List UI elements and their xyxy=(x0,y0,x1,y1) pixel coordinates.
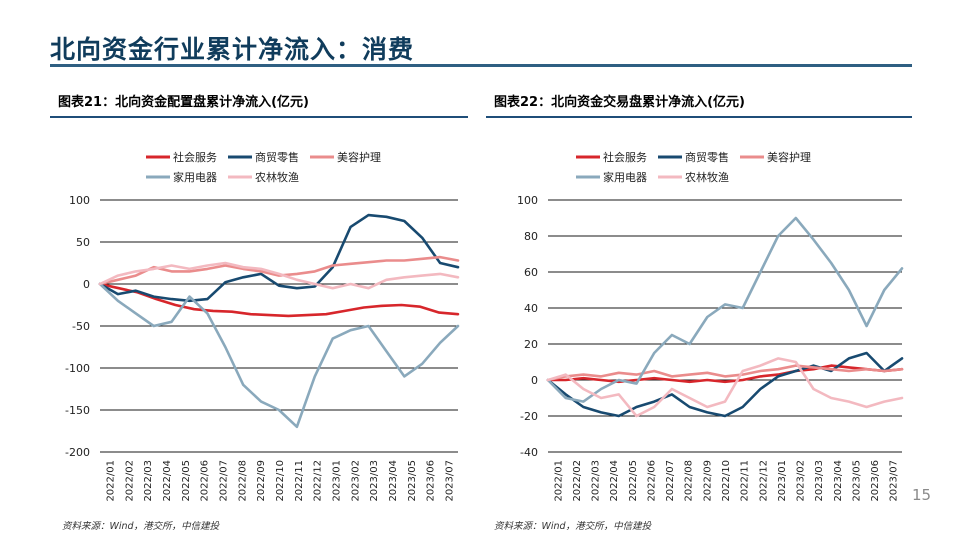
x-tick-label: 2023/04 xyxy=(833,460,844,502)
legend-label: 美容护理 xyxy=(337,150,381,164)
x-tick-label: 2022/11 xyxy=(740,460,751,502)
x-tick-label: 2022/02 xyxy=(124,460,135,502)
chart-1-source: 资料来源：Wind，港交所，中信建投 xyxy=(62,521,220,532)
x-tick-label: 2022/11 xyxy=(294,460,305,502)
legend-label: 社会服务 xyxy=(603,150,647,164)
x-tick-label: 2023/02 xyxy=(350,460,361,502)
x-tick-label: 2022/07 xyxy=(665,460,676,502)
legend-label: 商贸零售 xyxy=(255,150,299,164)
chart-1-title: 图表21：北向资金配置盘累计净流入(亿元) xyxy=(58,95,309,110)
x-tick-label: 2023/06 xyxy=(426,460,437,502)
x-tick-label: 2022/10 xyxy=(721,460,732,502)
series-line-商贸零售 xyxy=(98,213,460,303)
x-tick-label: 2023/07 xyxy=(445,460,456,502)
x-tick-label: 2022/05 xyxy=(181,460,192,502)
y-tick-label: 0 xyxy=(83,278,90,291)
x-tick-label: 2022/05 xyxy=(628,460,639,502)
y-tick-label: -200 xyxy=(65,446,90,459)
y-tick-label: 100 xyxy=(69,194,90,207)
x-tick-label: 2022/07 xyxy=(218,460,229,502)
x-tick-label: 2022/02 xyxy=(572,460,583,502)
series-line-家用电器 xyxy=(98,282,460,429)
series-line-美容护理 xyxy=(546,364,904,382)
x-tick-label: 2023/02 xyxy=(796,460,807,502)
x-tick-label: 2022/04 xyxy=(609,460,620,502)
x-tick-label: 2023/05 xyxy=(851,460,862,502)
x-tick-label: 2022/09 xyxy=(256,460,267,502)
chart-2-title-divider xyxy=(486,116,912,118)
x-tick-label: 2022/12 xyxy=(313,460,324,502)
x-tick-label: 2023/01 xyxy=(332,460,343,502)
x-tick-label: 2022/01 xyxy=(105,460,116,502)
legend-label: 商贸零售 xyxy=(685,150,729,164)
legend-label: 家用电器 xyxy=(173,170,217,184)
y-tick-label: 40 xyxy=(524,302,538,315)
x-tick-label: 2023/05 xyxy=(407,460,418,502)
x-tick-label: 2022/09 xyxy=(702,460,713,502)
legend-label: 美容护理 xyxy=(767,150,811,164)
y-tick-label: 100 xyxy=(517,194,538,207)
y-tick-label: -50 xyxy=(72,320,90,333)
x-tick-label: 2022/03 xyxy=(591,460,602,502)
x-tick-label: 2022/12 xyxy=(758,460,769,502)
series-line-社会服务 xyxy=(98,282,460,318)
legend-label: 农林牧渔 xyxy=(685,170,729,184)
x-tick-label: 2022/06 xyxy=(200,460,211,502)
y-tick-label: -40 xyxy=(520,446,538,459)
y-tick-label: -20 xyxy=(520,410,538,423)
x-tick-label: 2023/03 xyxy=(369,460,380,502)
x-tick-label: 2022/06 xyxy=(646,460,657,502)
x-tick-label: 2023/06 xyxy=(870,460,881,502)
chart-2-source: 资料来源：Wind，港交所，中信建投 xyxy=(494,521,652,532)
series-line-美容护理 xyxy=(98,255,460,286)
legend-label: 家用电器 xyxy=(603,170,647,184)
chart-2-title: 图表22：北向资金交易盘累计净流入(亿元) xyxy=(494,95,745,110)
y-tick-label: 80 xyxy=(524,230,538,243)
x-tick-label: 2022/08 xyxy=(237,460,248,502)
x-tick-label: 2022/03 xyxy=(143,460,154,502)
series-line-家用电器 xyxy=(546,216,904,403)
x-tick-label: 2023/07 xyxy=(889,460,900,502)
x-tick-label: 2023/03 xyxy=(814,460,825,502)
y-tick-label: 50 xyxy=(76,236,90,249)
x-tick-label: 2023/04 xyxy=(388,460,399,502)
y-tick-label: 60 xyxy=(524,266,538,279)
chart-1-title-divider xyxy=(50,116,468,118)
series-line-社会服务 xyxy=(546,364,904,384)
title-divider xyxy=(50,64,912,67)
legend-label: 农林牧渔 xyxy=(255,170,299,184)
x-tick-label: 2022/10 xyxy=(275,460,286,502)
series-line-农林牧渔 xyxy=(546,357,904,418)
legend-label: 社会服务 xyxy=(173,150,217,164)
x-tick-label: 2022/01 xyxy=(553,460,564,502)
page-number: 15 xyxy=(912,486,932,504)
x-tick-label: 2022/04 xyxy=(162,460,173,502)
page-title: 北向资金行业累计净流入：消费 xyxy=(50,35,415,64)
series-line-农林牧渔 xyxy=(98,261,460,290)
x-tick-label: 2023/01 xyxy=(777,460,788,502)
y-tick-label: 20 xyxy=(524,338,538,351)
y-tick-label: -100 xyxy=(65,362,90,375)
y-tick-label: -150 xyxy=(65,404,90,417)
series-line-商贸零售 xyxy=(546,351,904,418)
x-tick-label: 2022/08 xyxy=(684,460,695,502)
y-tick-label: 0 xyxy=(531,374,538,387)
